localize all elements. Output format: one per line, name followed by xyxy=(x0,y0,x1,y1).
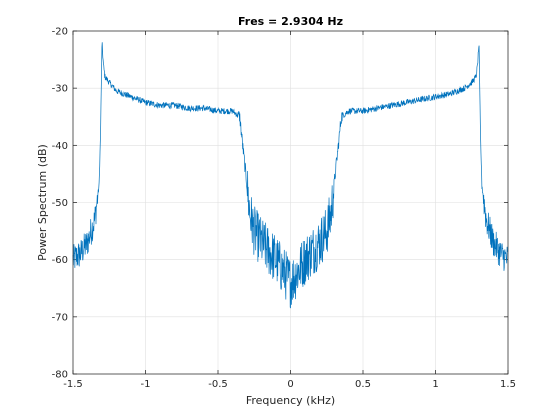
y-tick-label: -60 xyxy=(52,255,68,266)
spectrum-series-line xyxy=(72,42,509,309)
x-axis-label: Frequency (kHz) xyxy=(246,394,335,407)
y-tick-label: -70 xyxy=(52,312,68,323)
x-tick-label: -1 xyxy=(141,379,151,390)
x-tick-label: 0 xyxy=(287,379,293,390)
x-tick-label: 1.5 xyxy=(500,379,516,390)
grid xyxy=(73,31,508,374)
y-ticks: -80 -70 -60 -50 -40 -30 -20 xyxy=(52,27,508,381)
x-tick-label: -1.5 xyxy=(63,379,83,390)
y-tick-label: -40 xyxy=(52,141,68,152)
y-tick-label: -50 xyxy=(52,198,68,209)
x-tick-label: 1 xyxy=(432,379,438,390)
x-tick-label: 0.5 xyxy=(355,379,371,390)
x-tick-label: -0.5 xyxy=(208,379,228,390)
y-tick-label: -20 xyxy=(52,27,68,38)
y-axis-label: Power Spectrum (dB) xyxy=(36,144,49,261)
axes-box xyxy=(72,30,509,375)
chart-title: Fres = 2.9304 Hz xyxy=(238,15,343,28)
y-tick-label: -30 xyxy=(52,84,68,95)
plot-area xyxy=(72,42,509,309)
y-tick-label: -80 xyxy=(52,370,68,381)
